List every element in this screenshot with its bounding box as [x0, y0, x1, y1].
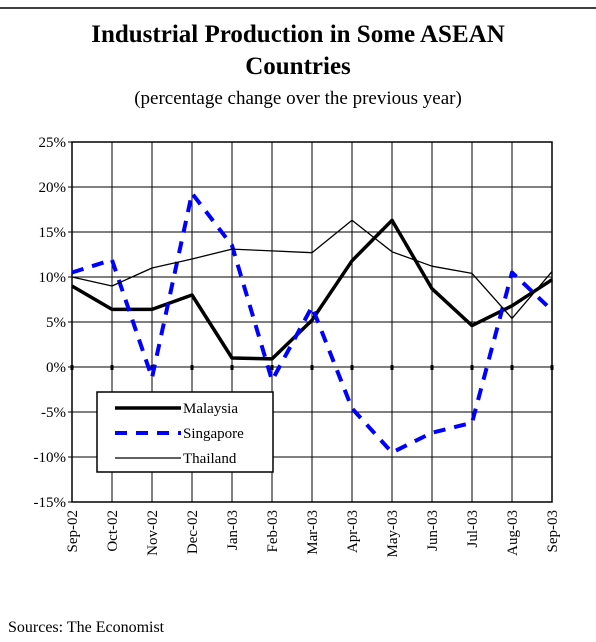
chart-subtitle: (percentage change over the previous yea… — [134, 88, 462, 109]
x-tick-label: Apr-03 — [345, 510, 361, 553]
series-line — [71, 218, 553, 361]
y-tick-label: 5% — [46, 315, 66, 331]
x-tick-label: Dec-02 — [185, 510, 201, 554]
source: Sources: The Economist — [8, 619, 165, 636]
y-tick-label: 25% — [39, 135, 67, 151]
x-tick-label: Jul-03 — [465, 510, 481, 548]
x-tick-label: Sep-03 — [545, 510, 561, 553]
legend-label: Malaysia — [183, 401, 238, 417]
x-tick-label: Jan-03 — [225, 510, 241, 550]
x-tick-label: Oct-02 — [105, 510, 121, 552]
x-tick-label: Nov-02 — [145, 510, 161, 556]
x-tick-label: Mar-03 — [305, 510, 321, 555]
x-tick-label: Sep-02 — [65, 510, 81, 553]
x-tick-label: Aug-03 — [505, 510, 521, 556]
legend-label: Singapore — [183, 426, 244, 442]
legend-label: Thailand — [183, 451, 237, 467]
y-tick-label: 15% — [39, 225, 67, 241]
series-line — [71, 219, 553, 320]
y-tick-label: -5% — [41, 405, 66, 421]
y-tick-label: -15% — [34, 495, 67, 511]
y-tick-label: -10% — [34, 450, 67, 466]
plot-frame — [71, 141, 553, 503]
x-tick-label: May-03 — [385, 510, 401, 558]
chart-title: Countries — [245, 53, 351, 80]
x-tick-label: Jun-03 — [425, 510, 441, 551]
y-tick-label: 0% — [46, 360, 66, 376]
y-tick-label: 10% — [39, 270, 67, 286]
chart-title: Industrial Production in Some ASEAN — [91, 21, 505, 48]
x-tick-label: Feb-03 — [265, 510, 281, 553]
y-tick-label: 20% — [39, 180, 67, 196]
